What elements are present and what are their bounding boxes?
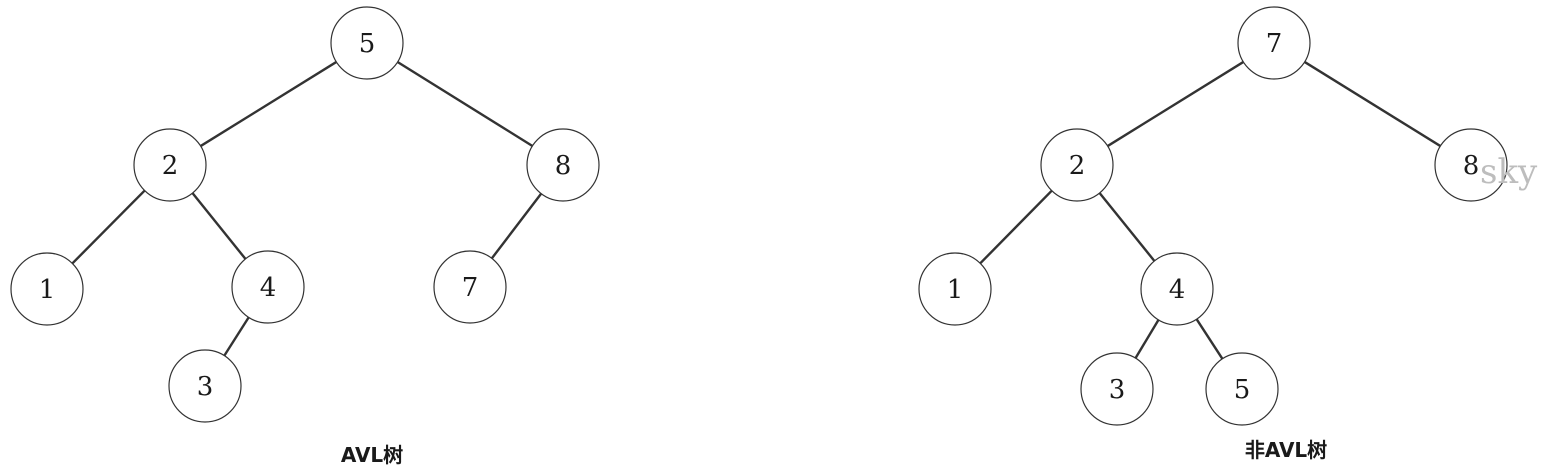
tree-node-a5: 5 [330, 6, 404, 80]
node-label: 5 [1234, 375, 1251, 405]
tree-node-a1: 1 [10, 252, 84, 326]
edges-layer [71, 60, 1442, 360]
node-circle [231, 250, 305, 324]
edge-a5-a8 [396, 61, 534, 147]
node-circle [1205, 352, 1279, 426]
avl-tree-caption: AVL树 [341, 443, 403, 467]
tree-node-a2: 2 [133, 128, 207, 202]
tree-node-a4: 4 [231, 250, 305, 324]
node-label: 5 [359, 29, 376, 59]
tree-node-b3: 3 [1080, 352, 1154, 426]
edge-a8-a7 [490, 192, 543, 260]
edge-b2-b4 [1098, 192, 1156, 262]
edge-a4-a3 [223, 316, 250, 357]
tree-node-b5: 5 [1205, 352, 1279, 426]
node-label: 1 [947, 275, 964, 305]
node-circle [1040, 128, 1114, 202]
non-avl-tree-caption: 非AVL树 [1245, 438, 1327, 462]
node-label: 3 [197, 372, 214, 402]
node-circle [526, 128, 600, 202]
tree-node-b1: 1 [918, 252, 992, 326]
tree-node-b8: 8 [1434, 128, 1508, 202]
edge-b7-b8 [1303, 60, 1442, 148]
watermark-text: sky [1480, 152, 1538, 192]
node-circle [1237, 6, 1311, 80]
node-circle [168, 349, 242, 423]
node-circle [330, 6, 404, 80]
edge-a2-a4 [191, 192, 247, 260]
edge-a5-a2 [199, 60, 338, 148]
node-circle [10, 252, 84, 326]
node-label: 4 [1169, 275, 1186, 305]
node-label: 2 [1069, 151, 1086, 181]
tree-node-a7: 7 [433, 250, 507, 324]
tree-node-b7: 7 [1237, 6, 1311, 80]
node-label: 8 [555, 151, 572, 181]
tree-node-b2: 2 [1040, 128, 1114, 202]
tree-node-a8: 8 [526, 128, 600, 202]
node-label: 4 [260, 273, 277, 303]
node-label: 7 [462, 273, 479, 303]
node-circle [1080, 352, 1154, 426]
node-label: 3 [1109, 375, 1126, 405]
node-circle [1140, 252, 1214, 326]
node-label: 8 [1463, 151, 1480, 181]
edge-b4-b3 [1134, 319, 1160, 359]
node-label: 7 [1266, 29, 1283, 59]
node-circle [133, 128, 207, 202]
node-label: 2 [162, 151, 179, 181]
node-circle [1434, 128, 1508, 202]
edge-b4-b5 [1195, 318, 1224, 360]
tree-node-a3: 3 [168, 349, 242, 423]
node-label: 1 [39, 275, 56, 305]
tree-node-b4: 4 [1140, 252, 1214, 326]
node-circle [918, 252, 992, 326]
node-circle [433, 250, 507, 324]
edge-a2-a1 [71, 189, 146, 265]
edge-b7-b2 [1106, 60, 1245, 148]
edge-b2-b1 [979, 189, 1053, 265]
